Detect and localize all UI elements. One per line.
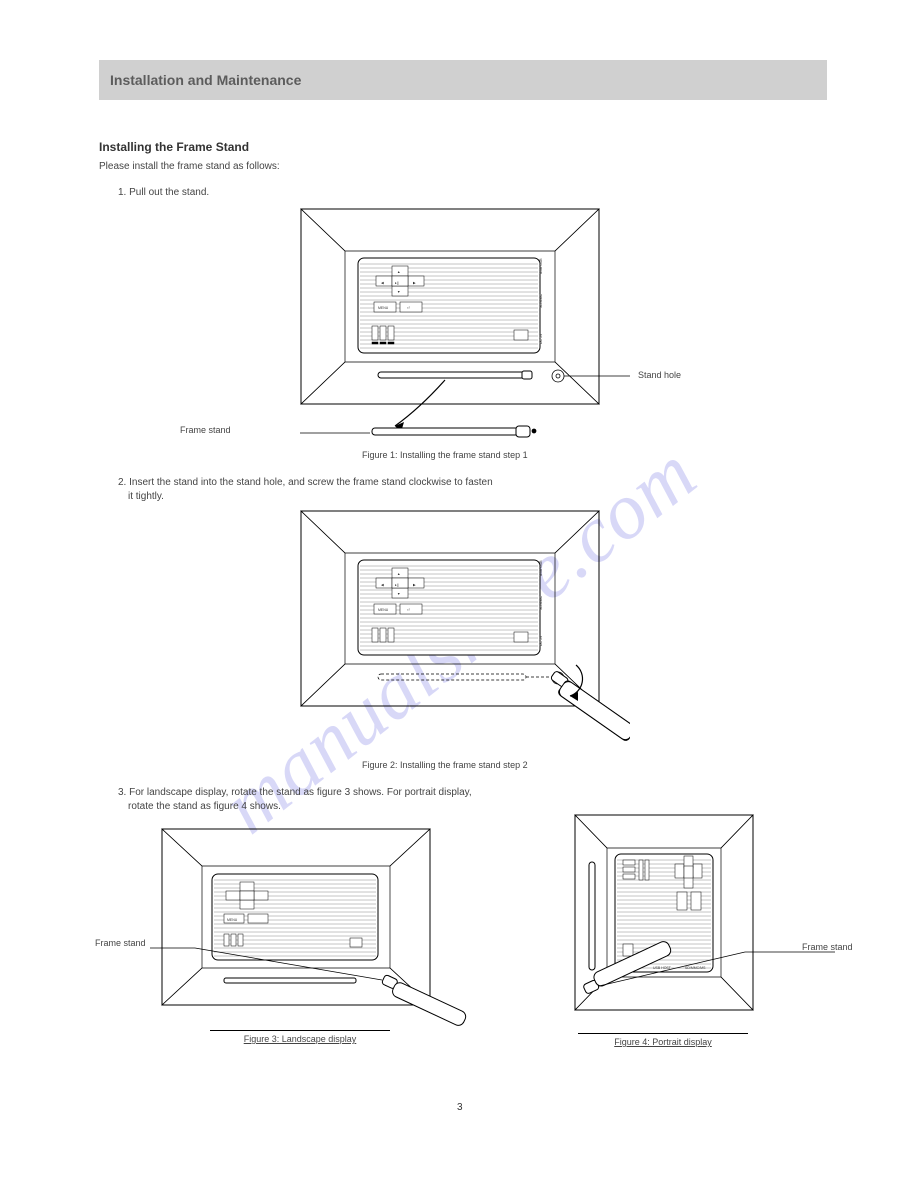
step-2-line-1: 2. Insert the stand into the stand hole,…: [118, 476, 493, 490]
frame-stand-title: Installing the Frame Stand: [99, 140, 249, 154]
svg-text:MINI USB: MINI USB: [539, 560, 543, 576]
figure-4-diagram: DC 5V USB HOST SD/MMC/MS: [535, 814, 835, 1049]
svg-text:MENU: MENU: [227, 918, 238, 922]
svg-text:▲: ▲: [397, 270, 400, 274]
figure-3-diagram: MENU: [150, 828, 470, 1043]
figure-2-diagram: ▲ ▼ ◀ ▶ ▸|| MENU ⏎ MINI USB SD/MMC DC 5V: [300, 510, 630, 760]
figure-2-caption: Figure 2: Installing the frame stand ste…: [362, 760, 528, 770]
step-3-line-2: rotate the stand as figure 4 shows.: [128, 800, 281, 814]
svg-text:MENU: MENU: [378, 306, 389, 310]
section-header-title: Installation and Maintenance: [110, 72, 301, 88]
svg-text:▲: ▲: [397, 572, 400, 576]
svg-text:MENU: MENU: [378, 608, 389, 612]
manual-page: manualshive.com Installation and Mainten…: [0, 0, 918, 1188]
svg-text:DC 5V: DC 5V: [539, 635, 543, 646]
step-2-line-2: it tightly.: [128, 490, 164, 504]
figure-1-caption: Figure 1: Installing the frame stand ste…: [362, 450, 528, 460]
fig1-stand-hole-label: Stand hole: [638, 370, 681, 380]
fig3-frame-stand-label: Frame stand: [95, 938, 146, 948]
svg-text:DC 5V: DC 5V: [539, 333, 543, 344]
svg-text:▸||: ▸||: [395, 583, 399, 587]
svg-text:SD/MMC: SD/MMC: [539, 293, 543, 308]
svg-text:▸||: ▸||: [395, 281, 399, 285]
figure-3-caption: Figure 3: Landscape display: [210, 1030, 390, 1044]
fig1-frame-stand-label: Frame stand: [180, 425, 231, 435]
figure-4-caption: Figure 4: Portrait display: [578, 1033, 748, 1047]
figure-1-diagram: ▲ ▼ ◀ ▶ ▸|| MENU ⏎ MINI USB SD/MMC DC 5V: [300, 208, 630, 443]
fig4-frame-stand-label: Frame stand: [802, 942, 853, 952]
page-number: 3: [457, 1102, 463, 1113]
step-1-text: 1. Pull out the stand.: [118, 186, 209, 200]
step-3-line-1: 3. For landscape display, rotate the sta…: [118, 786, 472, 800]
svg-text:SD/MMC: SD/MMC: [539, 595, 543, 610]
svg-text:MINI USB: MINI USB: [539, 258, 543, 274]
svg-text:▼: ▼: [397, 592, 400, 596]
frame-stand-intro: Please install the frame stand as follow…: [99, 160, 280, 174]
svg-text:SD/MMC/MS: SD/MMC/MS: [685, 966, 706, 970]
svg-text:▼: ▼: [397, 290, 400, 294]
